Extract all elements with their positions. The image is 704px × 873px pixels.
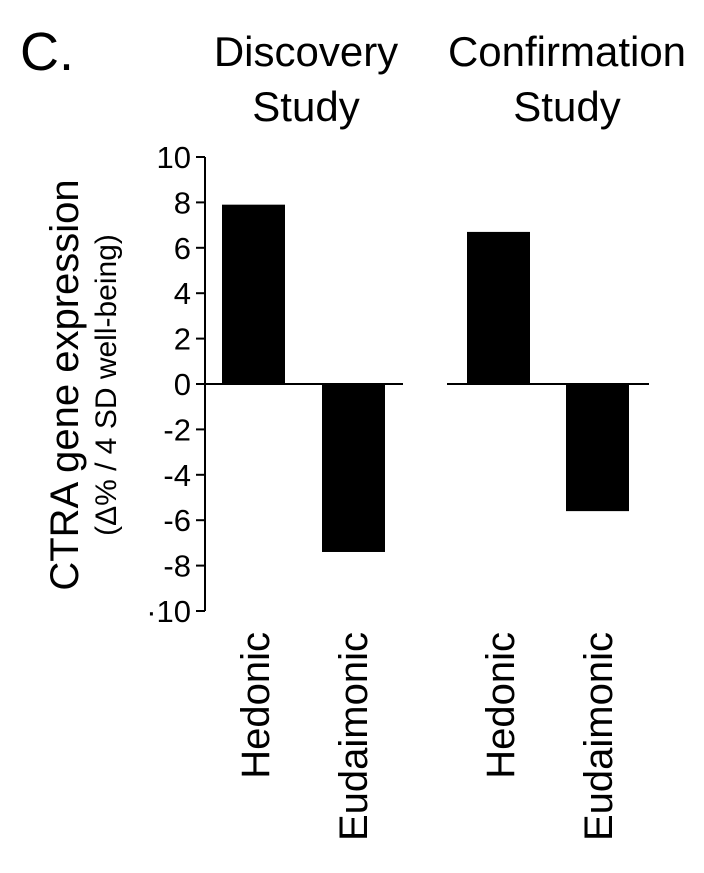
bars-layer [222, 204, 629, 552]
y-tick-label: 10 [157, 140, 191, 175]
y-ticks-layer: 10 8 6 4 2 0 -2 -4 -6 -8 ·10 [146, 140, 205, 629]
group-title-confirmation-line-2: Study [513, 83, 620, 130]
y-tick-label: 6 [174, 231, 191, 266]
category-label-confirmation-eudaimonic: Eudaimonic [577, 632, 621, 841]
y-tick-label: 0 [174, 367, 191, 402]
group-title-confirmation-line-1: Confirmation [448, 28, 686, 75]
y-tick-label: -4 [163, 458, 191, 493]
category-label-discovery-hedonic: Hedonic [234, 632, 278, 779]
y-axis-sublabel: (Δ% / 4 SD well-being) [90, 234, 123, 536]
bar-discovery-eudaimonic [322, 384, 385, 552]
panel-label: C. [20, 22, 74, 82]
y-tick-label: -6 [163, 503, 191, 538]
y-tick-label: -8 [163, 549, 191, 584]
y-tick-label: 4 [174, 276, 191, 311]
y-tick-label: -2 [163, 412, 191, 447]
y-tick-label: ·10 [146, 594, 191, 629]
group-title-discovery-line-2: Study [252, 83, 359, 130]
group-title-discovery-line-1: Discovery [214, 28, 398, 75]
category-labels-layer: Hedonic Eudaimonic Hedonic Eudaimonic [234, 632, 621, 841]
bar-discovery-hedonic [222, 204, 285, 384]
category-label-discovery-eudaimonic: Eudaimonic [332, 632, 376, 841]
y-axis-label: CTRA gene expression [43, 179, 87, 590]
y-tick-label: 2 [174, 322, 191, 357]
bar-confirmation-eudaimonic [566, 384, 629, 512]
bar-confirmation-hedonic [467, 231, 530, 384]
y-tick-label: 8 [174, 185, 191, 220]
category-label-confirmation-hedonic: Hedonic [479, 632, 523, 779]
